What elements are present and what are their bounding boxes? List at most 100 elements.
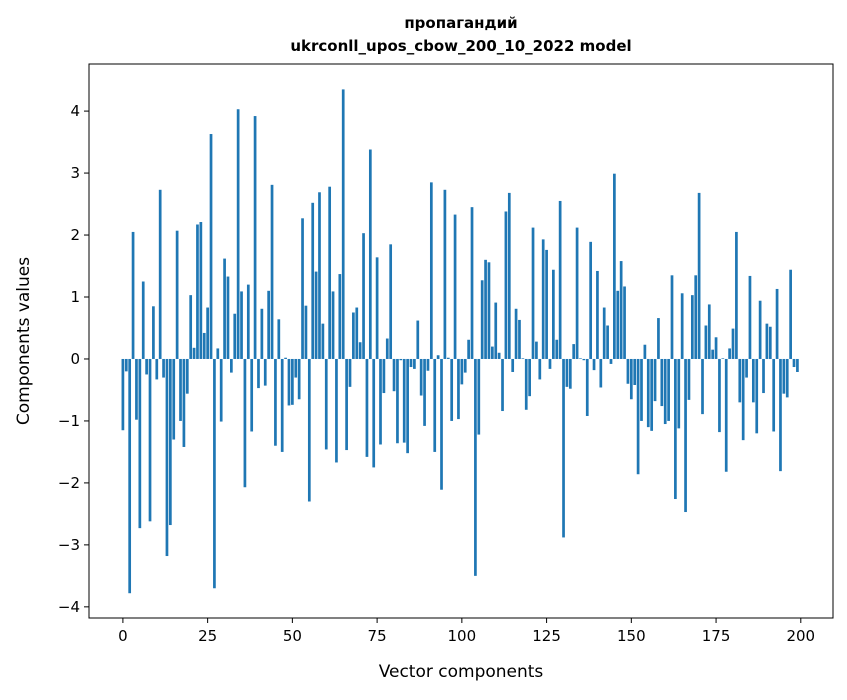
x-axis-label: Vector components: [379, 662, 544, 682]
bar: [426, 358, 430, 371]
bar: [779, 358, 782, 472]
bar: [487, 262, 491, 359]
bar: [582, 358, 586, 361]
bar: [643, 344, 647, 359]
y-axis-label: Components values: [14, 257, 34, 425]
bar: [345, 358, 348, 451]
bar: [392, 358, 396, 392]
bar: [389, 244, 393, 359]
bar: [416, 320, 420, 359]
bar: [270, 184, 274, 359]
bar: [609, 358, 613, 364]
bar: [714, 337, 718, 359]
bar: [162, 358, 165, 378]
bar: [372, 358, 376, 468]
y-tick-label: 4: [70, 102, 80, 120]
bar: [460, 358, 464, 385]
bar: [243, 358, 247, 488]
bar: [633, 358, 637, 385]
x-tick-label: 100: [448, 627, 477, 645]
bar: [663, 358, 667, 425]
bar: [762, 358, 765, 394]
bar: [304, 305, 308, 359]
bar: [135, 358, 138, 420]
bar: [592, 358, 596, 371]
y-tick-label: −3: [58, 536, 80, 554]
bar: [206, 307, 209, 359]
bar: [382, 358, 386, 394]
bar: [501, 358, 504, 412]
bar: [179, 358, 182, 421]
bar: [128, 358, 132, 594]
chart-title-line-2: ukrconll_upos_cbow_200_10_2022 model: [290, 37, 631, 55]
bar: [585, 358, 589, 416]
bar: [490, 346, 494, 359]
bar: [172, 358, 176, 440]
bar: [423, 358, 426, 426]
bar: [213, 358, 216, 589]
bar: [555, 339, 559, 359]
bar: [690, 295, 694, 359]
bar: [775, 288, 779, 359]
bar: [168, 358, 172, 526]
bar: [616, 290, 620, 359]
bar: [450, 358, 454, 421]
bar: [375, 257, 379, 359]
bar: [446, 357, 450, 359]
bar: [124, 358, 128, 372]
bar: [613, 173, 616, 359]
bar: [670, 275, 674, 359]
bar: [602, 307, 606, 359]
bar: [711, 349, 715, 359]
bar: [484, 259, 487, 359]
bar: [474, 358, 477, 576]
bar: [653, 358, 657, 402]
bar: [511, 358, 515, 372]
bar: [568, 358, 572, 389]
bar: [545, 249, 548, 359]
bar: [155, 358, 159, 380]
bar: [297, 358, 301, 400]
bar: [352, 312, 355, 359]
bar: [535, 341, 538, 359]
bar: [396, 358, 399, 444]
bar: [504, 211, 508, 359]
bar: [457, 358, 460, 420]
bar: [324, 358, 328, 450]
bar: [646, 358, 650, 428]
bar: [724, 358, 728, 472]
bar: [697, 192, 701, 359]
bar: [470, 207, 474, 359]
bar: [565, 358, 569, 387]
bar: [233, 313, 237, 359]
bar: [253, 116, 257, 359]
bar: [524, 358, 528, 410]
bar: [338, 274, 342, 359]
bar: [575, 227, 579, 359]
bar: [219, 358, 223, 422]
x-tick-label: 125: [532, 627, 561, 645]
bar: [606, 325, 609, 359]
bar: [772, 358, 776, 432]
bar: [768, 326, 772, 359]
bar: [429, 182, 433, 359]
bar: [721, 358, 725, 359]
bar: [246, 284, 250, 359]
bar: [785, 358, 789, 398]
bar: [765, 323, 769, 359]
bar: [521, 358, 525, 359]
bar: [548, 358, 552, 369]
bar: [640, 358, 643, 421]
x-tick-label: 75: [368, 627, 387, 645]
bar: [152, 306, 155, 359]
bar: [409, 358, 413, 368]
bar: [165, 358, 169, 557]
bar: [684, 358, 687, 513]
bar: [477, 358, 481, 435]
bar: [596, 270, 599, 359]
bar: [236, 109, 240, 359]
x-tick-label: 150: [617, 627, 646, 645]
bar: [467, 339, 470, 359]
bar: [538, 358, 542, 380]
bar: [287, 358, 291, 406]
